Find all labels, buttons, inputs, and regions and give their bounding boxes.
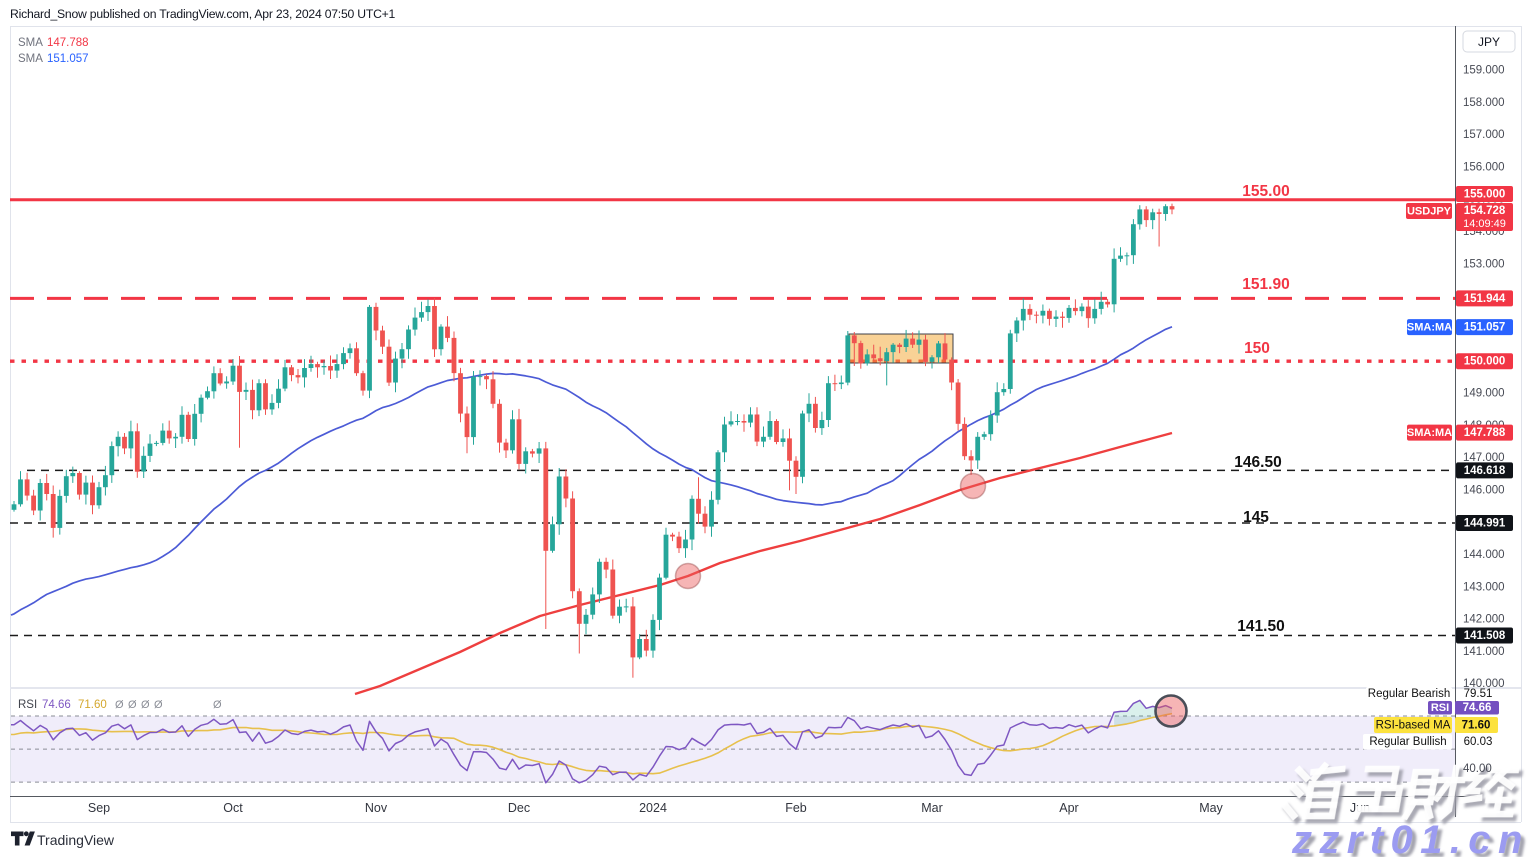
svg-text:71.60: 71.60	[1462, 720, 1491, 732]
svg-text:144.000: 144.000	[1463, 549, 1505, 561]
svg-text:141.000: 141.000	[1463, 646, 1505, 658]
svg-text:155.00: 155.00	[1242, 183, 1289, 200]
svg-text:74.66: 74.66	[1463, 702, 1492, 714]
svg-text:Dec: Dec	[508, 801, 530, 815]
svg-text:151.944: 151.944	[1464, 293, 1506, 305]
svg-text:SMA:MA: SMA:MA	[1407, 427, 1452, 439]
svg-text:Ø: Ø	[115, 699, 124, 711]
svg-text:Ø: Ø	[128, 699, 137, 711]
svg-text:141.508: 141.508	[1464, 630, 1506, 642]
svg-text:May: May	[1199, 801, 1223, 815]
svg-text:153.000: 153.000	[1463, 258, 1505, 270]
svg-text:RSI-based MA: RSI-based MA	[1376, 720, 1451, 732]
svg-text:Ø: Ø	[213, 699, 222, 711]
svg-text:Apr: Apr	[1059, 801, 1078, 815]
svg-text:143.000: 143.000	[1463, 581, 1505, 593]
svg-text:157.000: 157.000	[1463, 129, 1505, 141]
svg-text:Oct: Oct	[223, 801, 243, 815]
svg-text:151.057: 151.057	[47, 53, 89, 65]
svg-text:Sep: Sep	[88, 801, 110, 815]
svg-text:Nov: Nov	[365, 801, 388, 815]
svg-text:156.000: 156.000	[1463, 161, 1505, 173]
svg-text:147.000: 147.000	[1463, 452, 1505, 464]
svg-text:142.000: 142.000	[1463, 614, 1505, 626]
svg-text:159.000: 159.000	[1463, 65, 1505, 77]
svg-text:145: 145	[1243, 509, 1269, 526]
svg-text:79.51: 79.51	[1464, 688, 1493, 700]
svg-text:SMA: SMA	[18, 53, 43, 65]
svg-text:60.03: 60.03	[1464, 736, 1493, 748]
svg-text:JPY: JPY	[1478, 35, 1500, 49]
svg-text:144.991: 144.991	[1464, 518, 1506, 530]
svg-text:2024: 2024	[639, 801, 667, 815]
svg-text:74.66: 74.66	[42, 699, 71, 711]
svg-text:zzrt01.cn: zzrt01.cn	[1291, 818, 1529, 857]
svg-text:150: 150	[1244, 340, 1270, 357]
svg-text:Mar: Mar	[921, 801, 943, 815]
svg-text:140.000: 140.000	[1463, 678, 1505, 690]
svg-text:154.728: 154.728	[1464, 205, 1506, 217]
svg-text:Ø: Ø	[154, 699, 163, 711]
svg-text:158.000: 158.000	[1463, 97, 1505, 109]
svg-text:RSI: RSI	[18, 699, 37, 711]
svg-text:151.057: 151.057	[1464, 322, 1506, 334]
svg-text:14:09:49: 14:09:49	[1463, 218, 1506, 230]
svg-text:147.788: 147.788	[47, 37, 89, 49]
svg-text:Regular Bullish: Regular Bullish	[1369, 736, 1446, 748]
svg-text:Regular Bearish: Regular Bearish	[1368, 688, 1450, 700]
svg-text:150.000: 150.000	[1464, 356, 1506, 368]
svg-text:TradingView: TradingView	[37, 832, 115, 848]
svg-text:151.90: 151.90	[1242, 276, 1289, 293]
svg-text:146.000: 146.000	[1463, 484, 1505, 496]
svg-text:Ø: Ø	[141, 699, 150, 711]
svg-text:146.618: 146.618	[1464, 465, 1506, 477]
svg-text:155.000: 155.000	[1464, 189, 1506, 201]
svg-text:Feb: Feb	[785, 801, 807, 815]
svg-text:RSI: RSI	[1431, 702, 1449, 714]
svg-text:146.50: 146.50	[1234, 454, 1281, 471]
svg-text:40.00: 40.00	[1463, 763, 1492, 775]
svg-text:SMA: SMA	[18, 37, 43, 49]
svg-text:149.000: 149.000	[1463, 388, 1505, 400]
svg-text:141.50: 141.50	[1237, 618, 1284, 635]
svg-text:147.788: 147.788	[1464, 427, 1506, 439]
svg-text:Richard_Snow published on Trad: Richard_Snow published on TradingView.co…	[10, 7, 396, 21]
svg-text:71.60: 71.60	[78, 699, 107, 711]
svg-text:USDJPY: USDJPY	[1407, 206, 1452, 218]
svg-text:SMA:MA: SMA:MA	[1407, 322, 1452, 334]
